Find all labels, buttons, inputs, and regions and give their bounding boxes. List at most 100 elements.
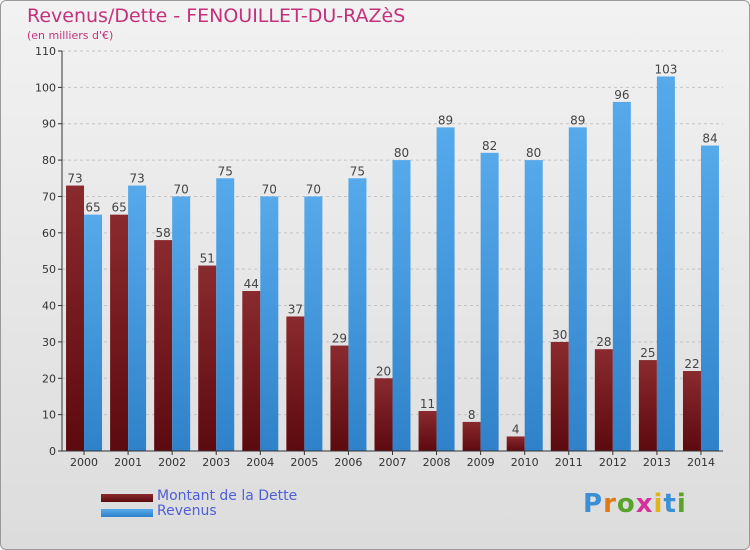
data-label-dette: 20 — [376, 364, 391, 378]
bar-revenus — [260, 196, 279, 451]
legend-label-revenus: Revenus — [157, 503, 217, 519]
bar-revenus — [128, 185, 147, 451]
x-tick-label: 2012 — [599, 456, 627, 469]
data-label-revenus: 70 — [174, 182, 189, 196]
data-label-dette: 22 — [684, 357, 699, 371]
bars: 73 65 65 73 58 70 51 75 44 70 37 70 29 75 20 80 11 89 8 82 4… — [66, 62, 719, 452]
x-tick-label: 2000 — [70, 456, 98, 469]
y-tick-label: 30 — [42, 336, 56, 349]
data-label-dette: 37 — [288, 302, 303, 316]
data-label-revenus: 96 — [614, 88, 629, 102]
data-label-revenus: 82 — [482, 139, 497, 153]
x-tick-label: 2004 — [246, 456, 274, 469]
y-tick-label: 100 — [35, 81, 56, 94]
data-label-revenus: 65 — [85, 201, 100, 215]
data-label-dette: 58 — [156, 226, 171, 240]
bar-revenus — [172, 196, 191, 451]
bar-revenus — [524, 160, 543, 451]
data-label-revenus: 84 — [702, 132, 717, 146]
data-label-revenus: 80 — [394, 146, 409, 160]
x-tick-label: 2009 — [467, 456, 495, 469]
bar-revenus — [700, 145, 719, 451]
bar-dette — [286, 316, 305, 451]
data-label-revenus: 70 — [262, 182, 277, 196]
chart-title: Revenus/Dette - FENOUILLET-DU-RAZèS — [27, 5, 406, 27]
data-label-dette: 11 — [420, 397, 435, 411]
data-label-dette: 73 — [67, 172, 82, 186]
data-label-revenus: 70 — [306, 182, 321, 196]
bar-revenus — [656, 76, 675, 452]
y-tick-label: 70 — [42, 190, 56, 203]
y-tick-label: 50 — [42, 263, 56, 276]
data-label-dette: 8 — [468, 408, 476, 422]
bar-dette — [66, 185, 85, 451]
logo-letter: r — [603, 489, 617, 519]
bar-revenus — [84, 214, 103, 451]
bar-dette — [418, 411, 437, 451]
proxiti-logo: Proxiti — [583, 489, 687, 519]
x-tick-label: 2002 — [158, 456, 186, 469]
x-tick-label: 2006 — [334, 456, 362, 469]
x-tick-label: 2014 — [687, 456, 715, 469]
x-tick-label: 2003 — [202, 456, 230, 469]
bar-revenus — [392, 160, 411, 451]
data-label-revenus: 75 — [218, 164, 233, 178]
data-label-dette: 65 — [111, 201, 126, 215]
bar-revenus — [348, 178, 367, 452]
data-label-dette: 30 — [552, 328, 567, 342]
x-tick-label: 2001 — [114, 456, 142, 469]
x-tick-label: 2007 — [379, 456, 407, 469]
y-tick-label: 10 — [42, 409, 56, 422]
y-tick-label: 110 — [35, 45, 56, 58]
bar-dette — [506, 436, 525, 451]
bar-dette — [682, 371, 701, 451]
bar-dette — [462, 421, 481, 451]
bar-revenus — [612, 101, 631, 451]
data-label-dette: 28 — [596, 335, 611, 349]
logo-letter: i — [676, 489, 687, 519]
bar-dette — [110, 214, 129, 451]
y-tick-label: 90 — [42, 118, 56, 131]
logo-letter: i — [653, 489, 664, 519]
bar-dette — [198, 265, 217, 451]
logo-letter: o — [616, 489, 636, 519]
legend-swatch-dette — [101, 494, 153, 502]
data-label-dette: 29 — [332, 332, 347, 346]
y-tick-label: 0 — [49, 445, 56, 458]
bar-revenus — [480, 152, 499, 451]
bar-revenus — [568, 127, 587, 451]
data-label-dette: 4 — [512, 422, 520, 436]
bar-dette — [550, 341, 569, 451]
bar-revenus — [304, 196, 323, 451]
x-tick-label: 2010 — [511, 456, 539, 469]
data-label-revenus: 89 — [438, 113, 453, 127]
bar-dette — [374, 378, 393, 451]
chart-subtitle: (en milliers d'€) — [27, 29, 114, 42]
data-label-revenus: 103 — [654, 62, 677, 76]
axes: 0 10 20 30 40 50 60 70 80 90 100 110 2000 2001 2002 200… — [35, 45, 723, 469]
bar-dette — [154, 240, 173, 451]
x-tick-label: 2011 — [555, 456, 583, 469]
logo-letter: x — [635, 489, 654, 519]
y-tick-label: 80 — [42, 154, 56, 167]
logo-letter: t — [663, 489, 677, 519]
data-label-dette: 44 — [244, 277, 259, 291]
legend-swatch-revenus — [101, 509, 153, 517]
legend-label-dette: Montant de la Dette — [157, 488, 298, 504]
data-label-dette: 51 — [200, 252, 215, 266]
x-tick-label: 2013 — [643, 456, 671, 469]
bar-dette — [594, 349, 613, 451]
data-label-revenus: 73 — [129, 172, 144, 186]
data-label-revenus: 80 — [526, 146, 541, 160]
bar-revenus — [436, 127, 455, 451]
data-label-revenus: 89 — [570, 113, 585, 127]
x-tick-label: 2008 — [423, 456, 451, 469]
y-tick-label: 20 — [42, 372, 56, 385]
y-tick-label: 40 — [42, 300, 56, 313]
bar-dette — [638, 360, 657, 451]
y-tick-label: 60 — [42, 227, 56, 240]
x-tick-label: 2005 — [290, 456, 318, 469]
data-label-dette: 25 — [640, 346, 655, 360]
